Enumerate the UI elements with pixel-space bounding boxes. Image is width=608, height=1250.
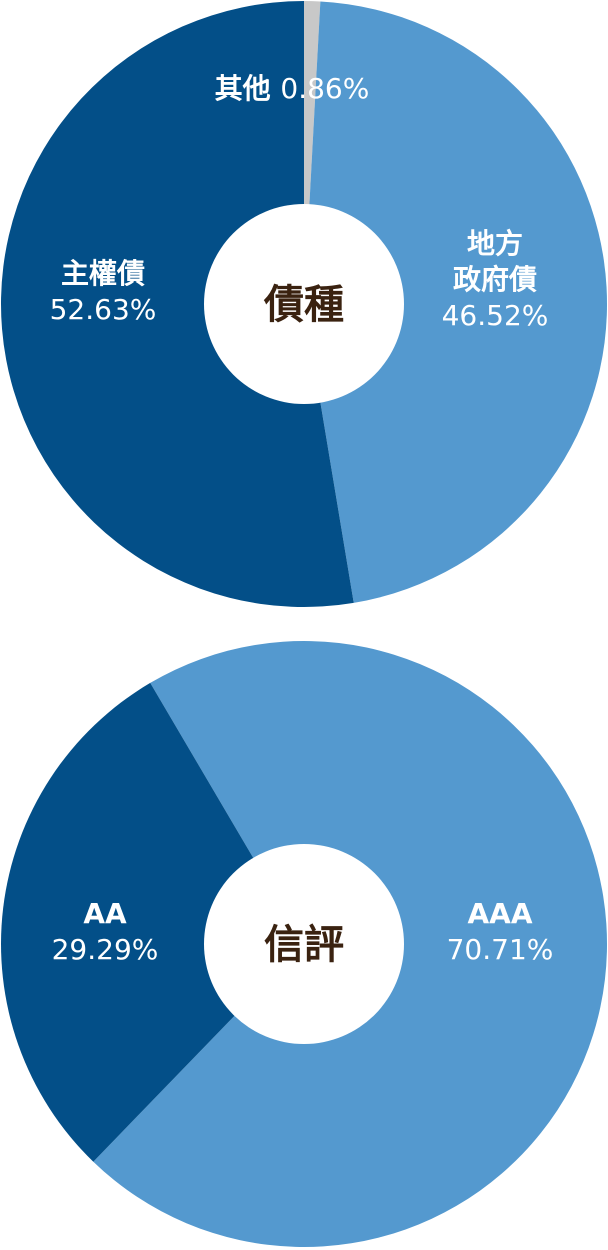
- slice-name-line: 主權債: [61, 257, 145, 290]
- slice-aa: [1, 682, 305, 1162]
- slice-percent: 70.71%: [447, 933, 554, 966]
- bond-type-donut-svg: 其他 0.86% 地方政府債 46.52% 主權債 52.63% 債種: [1, 0, 608, 607]
- credit-rating-donut-svg: AAA 70.71% AA 29.29% 信評: [1, 641, 608, 1248]
- slice-percent: 46.52%: [442, 299, 549, 332]
- slice-label-aa: AA 29.29%: [52, 897, 159, 966]
- slice-sovereign-bond: [1, 1, 354, 607]
- donut-center-hole: [204, 204, 404, 404]
- slice-name: 其他: [215, 72, 281, 105]
- slice-percent: 0.86%: [280, 72, 369, 105]
- chart-title: 債種: [263, 282, 344, 328]
- slice-label-aaa: AAA 70.71%: [447, 897, 554, 966]
- slice-name-line: AA: [83, 897, 127, 930]
- chart-title: 信評: [264, 922, 344, 968]
- slice-name-line: 地方: [467, 227, 523, 260]
- slice-label-local-government-bond: 地方政府債 46.52%: [442, 227, 549, 332]
- slice-name-line: AAA: [467, 897, 532, 930]
- slice-percent: 29.29%: [52, 933, 159, 966]
- slice-local-government-bond: [304, 1, 608, 603]
- credit-rating-donut-chart: AAA 70.71% AA 29.29% 信評: [0, 640, 608, 1250]
- donut-center-hole: [204, 844, 404, 1044]
- slice-label-sovereign-bond: 主權債 52.63%: [50, 257, 157, 326]
- slice-label-other: 其他 0.86%: [215, 72, 370, 105]
- bond-type-donut-chart: 其他 0.86% 地方政府債 46.52% 主權債 52.63% 債種: [0, 0, 608, 610]
- slice-name-line: 政府債: [453, 263, 537, 296]
- slice-percent: 52.63%: [50, 293, 157, 326]
